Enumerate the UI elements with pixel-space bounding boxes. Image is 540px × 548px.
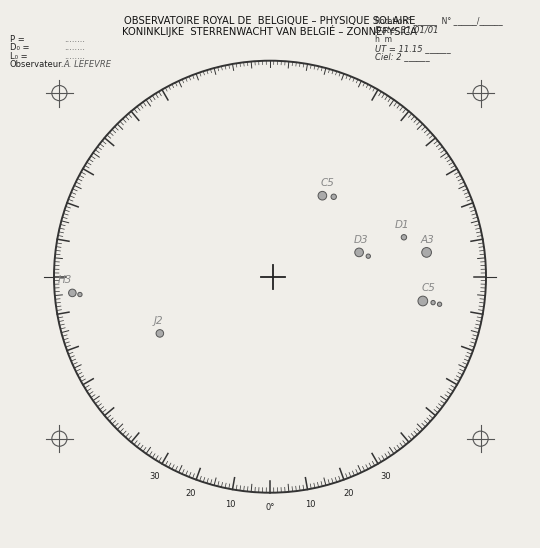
Text: D1: D1 <box>395 220 410 230</box>
Circle shape <box>52 431 67 446</box>
Text: 10: 10 <box>305 500 315 509</box>
Text: OBSERVATOIRE ROYAL DE  BELGIQUE – PHYSIQUE SOLAIRE: OBSERVATOIRE ROYAL DE BELGIQUE – PHYSIQU… <box>124 16 416 26</box>
Circle shape <box>355 248 363 256</box>
Circle shape <box>52 85 67 101</box>
Text: ........: ........ <box>64 43 85 53</box>
Text: C5: C5 <box>321 178 335 187</box>
Circle shape <box>422 248 431 257</box>
Text: D₀ =: D₀ = <box>10 43 29 53</box>
Circle shape <box>431 300 435 305</box>
Circle shape <box>318 191 327 200</box>
Text: C5: C5 <box>421 283 435 293</box>
Text: Observateur..: Observateur.. <box>10 60 67 68</box>
Text: 10: 10 <box>225 500 235 509</box>
Circle shape <box>78 293 82 296</box>
Text: Ciel: 2 ______: Ciel: 2 ______ <box>375 53 430 61</box>
Text: ........: ........ <box>64 35 85 44</box>
Text: 30: 30 <box>380 472 391 481</box>
Circle shape <box>473 431 488 446</box>
Text: J2: J2 <box>154 316 164 327</box>
Circle shape <box>366 254 370 258</box>
Text: Date: 31/01/01: Date: 31/01/01 <box>375 26 439 35</box>
Text: ........: ........ <box>64 52 85 60</box>
Text: 20: 20 <box>186 489 196 498</box>
Text: D3: D3 <box>353 235 368 245</box>
Circle shape <box>473 85 488 101</box>
Text: UT = 11.15 ______: UT = 11.15 ______ <box>375 44 451 53</box>
Text: KONINKLIJKE  STERRENWACHT VAN BELGIÉ – ZONNEFYSICA: KONINKLIJKE STERRENWACHT VAN BELGIÉ – ZO… <box>123 25 417 37</box>
Circle shape <box>331 194 336 199</box>
Text: A. LEFEVRE: A. LEFEVRE <box>64 60 112 68</box>
Text: A3: A3 <box>421 235 435 245</box>
Circle shape <box>418 296 428 306</box>
Text: P =: P = <box>10 35 24 44</box>
Circle shape <box>69 289 76 296</box>
Text: H3: H3 <box>58 275 72 285</box>
Circle shape <box>437 302 442 306</box>
Text: L₀ =: L₀ = <box>10 52 28 60</box>
Circle shape <box>156 329 164 337</box>
Text: 20: 20 <box>344 489 354 498</box>
Text: 30: 30 <box>149 472 160 481</box>
Text: 0°: 0° <box>265 503 275 512</box>
Text: h  m: h m <box>375 35 392 44</box>
Text: Rotation° ______  N° ______/______: Rotation° ______ N° ______/______ <box>375 16 503 25</box>
Circle shape <box>401 235 407 240</box>
